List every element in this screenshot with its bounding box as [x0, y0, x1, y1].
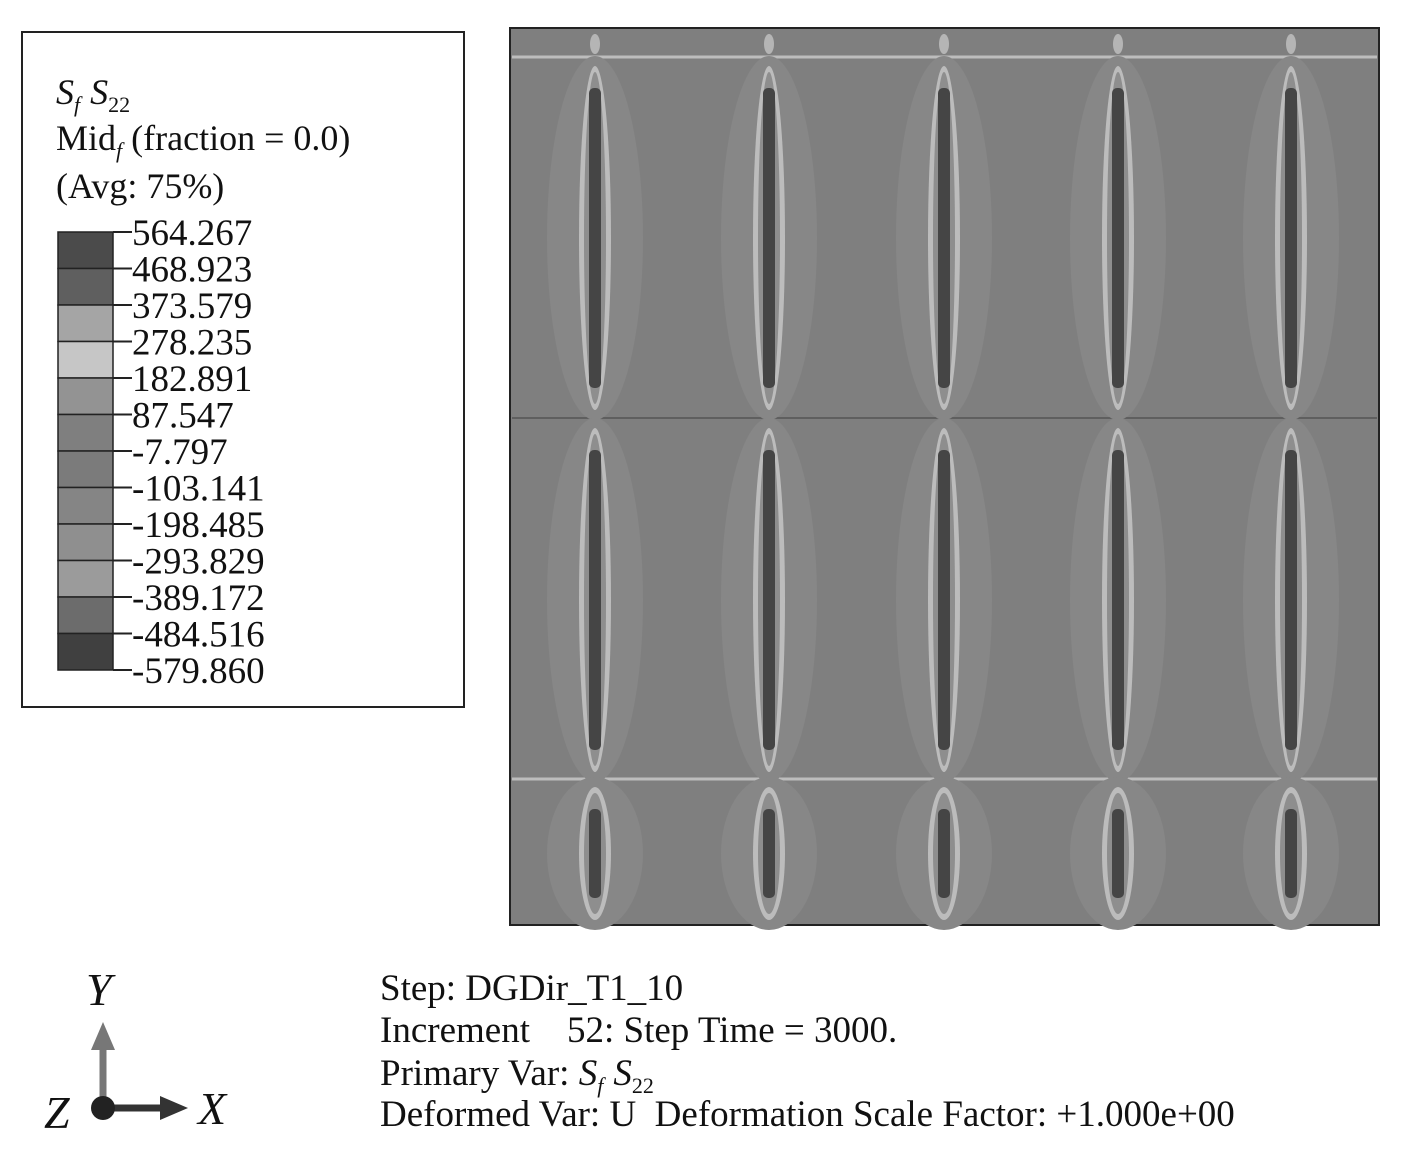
symbol: S — [613, 1053, 632, 1094]
location: Mid — [56, 118, 116, 158]
core — [589, 88, 601, 388]
legend-variable: Sf S22 — [56, 72, 130, 117]
core — [1285, 88, 1297, 388]
core — [1285, 450, 1297, 750]
core — [763, 450, 775, 750]
color-band — [57, 486, 114, 525]
color-band — [57, 596, 114, 635]
legend-label: 564.267 — [132, 213, 252, 254]
z-label: Z — [44, 1087, 70, 1138]
core — [1112, 450, 1124, 750]
color-band — [57, 377, 114, 416]
color-band — [57, 267, 114, 306]
subscript: f — [597, 1073, 606, 1098]
legend-label: -389.172 — [132, 578, 265, 619]
primary-line: Primary Var: Sf S22 — [380, 1053, 654, 1098]
z-origin — [91, 1096, 115, 1120]
legend-label: -579.860 — [132, 651, 265, 692]
subscript: 22 — [632, 1073, 654, 1098]
color-band — [57, 231, 114, 270]
tip — [764, 34, 774, 54]
y-arrow-head — [91, 1022, 115, 1050]
deformed-line: Deformed Var: U Deformation Scale Factor… — [380, 1094, 1235, 1135]
tip — [939, 34, 949, 54]
subscript: 22 — [108, 92, 130, 117]
legend-label: -7.797 — [132, 432, 228, 473]
core — [938, 450, 950, 750]
color-bar: 564.267468.923373.579278.235182.89187.54… — [57, 213, 265, 692]
legend-label: 182.891 — [132, 359, 252, 400]
subscript: f — [74, 92, 83, 117]
x-arrow-head — [160, 1096, 188, 1120]
color-band — [57, 304, 114, 343]
color-band — [57, 340, 114, 379]
increment-line: Increment 52: Step Time = 3000. — [380, 1010, 897, 1051]
color-band — [57, 632, 114, 671]
symbol: S — [90, 72, 108, 112]
legend-averaging: (Avg: 75%) — [56, 166, 224, 206]
core — [1285, 809, 1297, 898]
step-line: Step: DGDir_T1_10 — [380, 968, 683, 1009]
legend-label: 278.235 — [132, 323, 252, 364]
symbol: S — [579, 1053, 598, 1094]
legend-label: -198.485 — [132, 505, 265, 546]
core — [1112, 809, 1124, 898]
core — [763, 88, 775, 388]
legend-label: 87.547 — [132, 396, 234, 437]
legend-label: -293.829 — [132, 542, 265, 583]
tip — [1286, 34, 1296, 54]
legend-label: 468.923 — [132, 250, 252, 291]
legend-label: -484.516 — [132, 615, 265, 656]
primary-prefix: Primary Var: — [380, 1053, 579, 1094]
color-band — [57, 450, 114, 489]
info-block: Step: DGDir_T1_10 Increment 52: Step Tim… — [380, 968, 1235, 1135]
core — [763, 809, 775, 898]
core — [589, 450, 601, 750]
subscript: f — [116, 138, 125, 163]
tip — [590, 34, 600, 54]
legend-location: Midf (fraction = 0.0) — [56, 118, 350, 163]
symbol: S — [56, 72, 74, 112]
y-label: Y — [86, 964, 116, 1015]
contour-view — [509, 27, 1380, 930]
axis-triad: Y Z X — [44, 964, 228, 1138]
legend-label: 373.579 — [132, 286, 252, 327]
legend-label: -103.141 — [132, 469, 265, 510]
tip — [1113, 34, 1123, 54]
core — [938, 809, 950, 898]
color-band — [57, 413, 114, 452]
core — [589, 809, 601, 898]
core — [1112, 88, 1124, 388]
location-rest: (fraction = 0.0) — [122, 118, 350, 158]
color-band — [57, 559, 114, 598]
x-label: X — [196, 1083, 228, 1134]
color-band — [57, 523, 114, 562]
core — [938, 88, 950, 388]
